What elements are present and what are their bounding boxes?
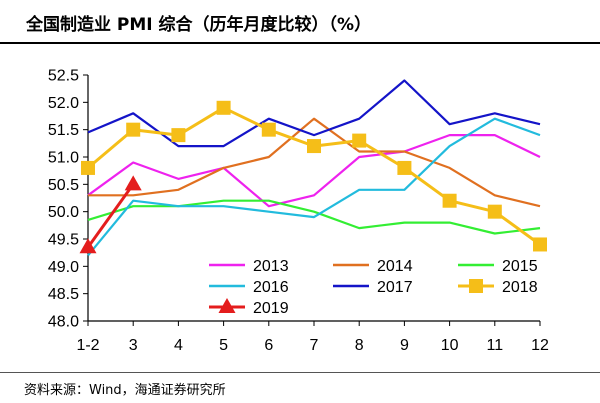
series-line-2013	[87, 134, 541, 208]
legend-label-2014: 2014	[377, 258, 413, 275]
x-tick-label: 9	[400, 337, 409, 354]
series-line-2016	[87, 117, 541, 257]
y-tick-label: 48.0	[48, 314, 79, 331]
series-2019	[79, 175, 142, 254]
chart-title: 全国制造业 PMI 综合（历年月度比较）（%）	[26, 15, 372, 35]
data-point-2018	[261, 122, 276, 137]
legend-item-2019: 2019	[209, 298, 289, 317]
legend-item-2013: 2013	[209, 258, 289, 275]
y-tick-label: 50.0	[48, 204, 79, 221]
y-tick-label: 52.0	[48, 95, 79, 112]
data-point-2018	[487, 204, 502, 219]
x-tick-label: 4	[174, 337, 183, 354]
data-point-2018	[307, 139, 321, 154]
series-2013	[87, 134, 541, 208]
x-tick-label: 10	[441, 337, 459, 354]
legend-label-2019: 2019	[253, 300, 289, 317]
series-2018	[81, 100, 547, 252]
legend-marker-2018	[469, 279, 483, 293]
series-line-2017	[87, 79, 541, 148]
series-line-2018	[87, 106, 541, 246]
x-tick-label: 11	[486, 337, 503, 354]
data-point-2018	[442, 193, 457, 208]
series-line-2014	[88, 117, 541, 208]
series-2016	[87, 117, 541, 257]
data-point-2019	[124, 175, 142, 191]
legend-item-2016: 2016	[209, 279, 289, 296]
y-tick-label: 52.5	[48, 68, 79, 85]
legend-item-2017: 2017	[333, 279, 413, 296]
legend-label-2018: 2018	[502, 279, 538, 296]
legend: 2013 2014 2015 2016 2017 2018 2019	[209, 258, 538, 317]
source-note: 资料来源：Wind，海通证券研究所	[24, 383, 226, 398]
x-tick-label: 8	[355, 337, 364, 354]
series-line-2015	[87, 199, 541, 235]
y-tick-label: 51.0	[48, 150, 79, 167]
y-tick-label: 50.5	[48, 177, 79, 194]
x-tick-label: 1-2	[76, 337, 99, 354]
legend-marker-2019	[218, 298, 236, 313]
x-tick-label: 7	[310, 337, 319, 354]
data-point-2018	[171, 128, 186, 143]
title-divider	[0, 42, 600, 44]
data-point-2018	[533, 237, 547, 252]
legend-label-2013: 2013	[253, 258, 289, 275]
y-tick-label: 48.5	[48, 286, 79, 303]
source-divider	[0, 372, 600, 373]
axes: 48.0 48.5 49.0 49.5 50.0 50.5 51.0 51.5 52.0 52.5…	[48, 68, 549, 355]
data-point-2018	[397, 160, 412, 175]
legend-label-2015: 2015	[502, 258, 538, 275]
x-tick-label: 5	[219, 337, 228, 354]
data-point-2019	[79, 238, 97, 254]
y-tick-label: 51.5	[48, 122, 79, 139]
series-2014	[88, 117, 541, 208]
data-point-2018	[216, 100, 231, 115]
legend-item-2014: 2014	[333, 258, 413, 275]
legend-label-2017: 2017	[377, 279, 413, 296]
x-tick-label: 3	[129, 337, 138, 354]
series-layer	[79, 79, 547, 257]
y-tick-label: 49.0	[48, 259, 79, 276]
series-2017	[87, 79, 541, 148]
series-line-2019	[86, 183, 135, 249]
legend-item-2018: 2018	[458, 279, 538, 296]
data-point-2018	[352, 133, 367, 148]
legend-item-2015: 2015	[458, 258, 538, 275]
series-2015	[87, 199, 541, 235]
data-point-2018	[126, 122, 141, 137]
x-tick-label: 6	[264, 337, 273, 354]
data-point-2018	[81, 160, 95, 175]
y-tick-label: 49.5	[48, 232, 79, 249]
x-tick-label: 12	[531, 337, 549, 354]
legend-label-2016: 2016	[253, 279, 289, 296]
